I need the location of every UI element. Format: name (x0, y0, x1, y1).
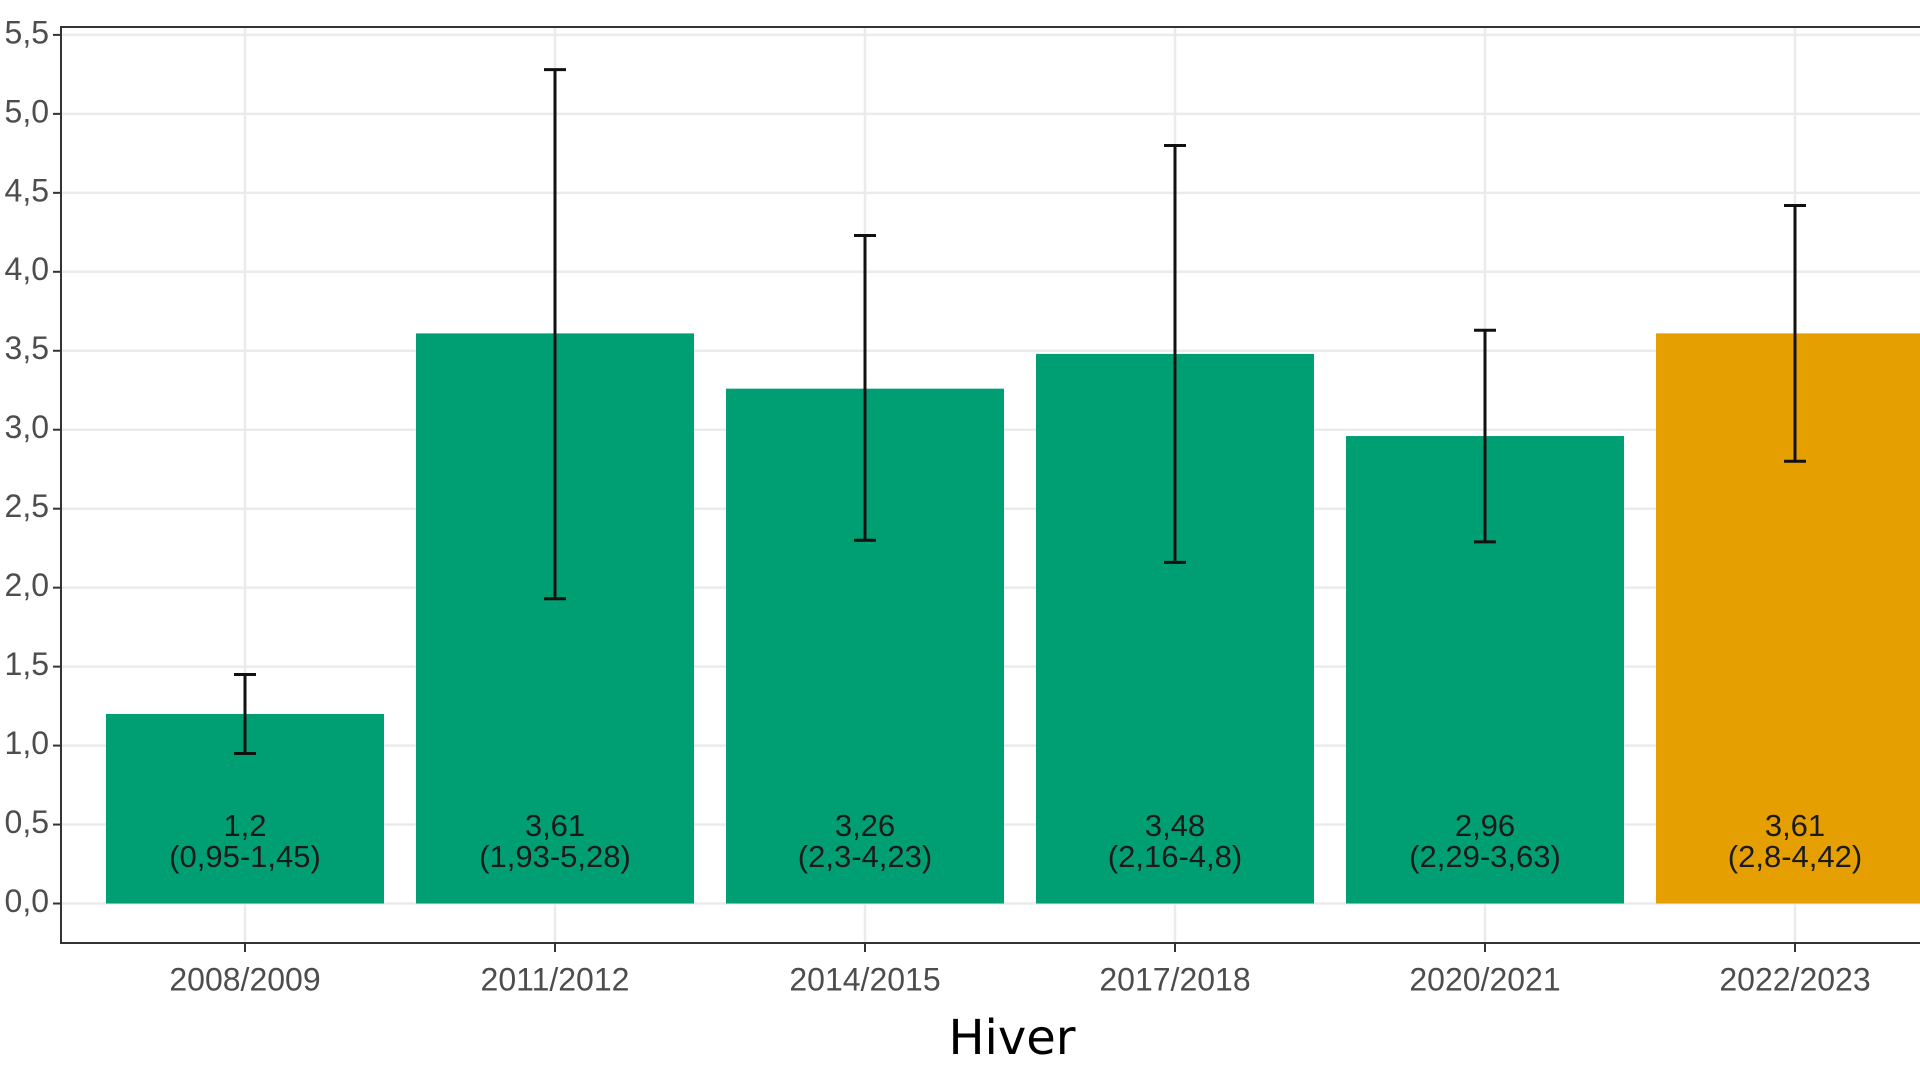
x-tick-label: 2008/2009 (169, 961, 320, 997)
y-tick-label: 0,5 (5, 804, 49, 840)
y-tick-label: 3,5 (5, 330, 49, 366)
value-label: 3,61 (1765, 808, 1825, 843)
x-tick-label: 2017/2018 (1099, 961, 1250, 997)
value-label: 2,96 (1455, 808, 1515, 843)
y-tick-label: 4,5 (5, 172, 49, 208)
x-axis-title: Hiver (948, 1010, 1075, 1066)
interval-label: (2,16-4,8) (1108, 839, 1242, 874)
interval-label: (1,93-5,28) (479, 839, 631, 874)
y-tick-label: 1,0 (5, 725, 49, 761)
value-label: 3,48 (1145, 808, 1205, 843)
x-tick-label: 2011/2012 (481, 961, 630, 997)
interval-label: (2,3-4,23) (798, 839, 932, 874)
interval-label: (2,8-4,42) (1728, 839, 1862, 874)
y-tick-label: 2,0 (5, 567, 49, 603)
y-tick-label: 0,0 (5, 883, 49, 919)
x-tick-label: 2022/2023 (1719, 961, 1870, 997)
y-tick-label: 3,0 (5, 409, 49, 445)
y-tick-label: 2,5 (5, 488, 49, 524)
panel-border (60, 26, 1920, 944)
interval-label: (2,29-3,63) (1409, 839, 1561, 874)
y-tick-label: 4,0 (5, 251, 49, 287)
y-tick-label: 5,0 (5, 93, 49, 129)
y-tick-label: 1,5 (5, 646, 49, 682)
x-tick-label: 2014/2015 (789, 961, 940, 997)
bar (1656, 333, 1920, 904)
value-label: 1,2 (223, 808, 266, 843)
interval-label: (0,95-1,45) (169, 839, 321, 874)
value-label: 3,61 (525, 808, 585, 843)
value-label: 3,26 (835, 808, 895, 843)
x-tick-label: 2020/2021 (1409, 961, 1560, 997)
y-tick-label: 5,5 (5, 14, 49, 50)
